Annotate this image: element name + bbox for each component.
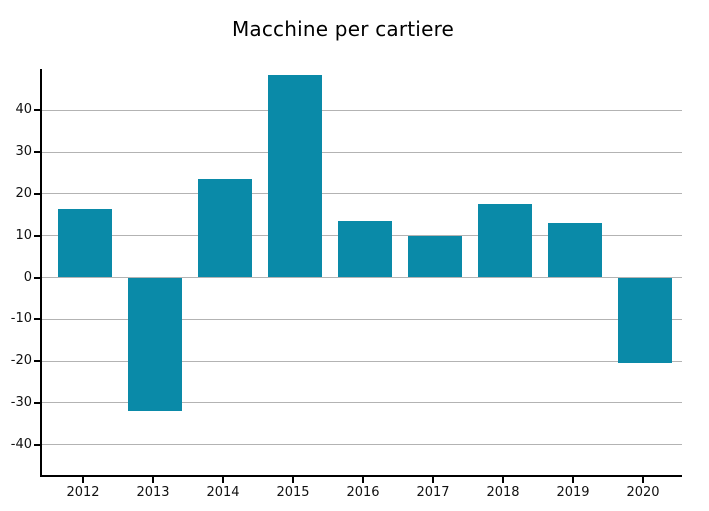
x-tick-label-2015: 2015 xyxy=(276,485,310,500)
y-tick-label--10: -10 xyxy=(10,311,32,327)
y-tick-label--30: -30 xyxy=(10,394,32,410)
x-axis-tick xyxy=(572,477,574,483)
bar-2020 xyxy=(618,277,672,364)
x-tick-label-2013: 2013 xyxy=(136,485,170,500)
y-axis-tick xyxy=(34,276,40,279)
x-axis-tick xyxy=(502,477,504,483)
y-axis-tick xyxy=(34,234,40,237)
gridline-y--10 xyxy=(42,318,682,320)
x-tick-label-2017: 2017 xyxy=(416,485,450,500)
bar-2012 xyxy=(58,208,112,278)
y-tick-label-30: 30 xyxy=(15,144,32,160)
bar-2016 xyxy=(338,221,392,278)
gridline-y--20 xyxy=(42,360,682,362)
bar-2017 xyxy=(408,235,462,278)
x-axis-tick xyxy=(152,477,154,483)
x-axis-tick xyxy=(362,477,364,483)
y-axis-tick xyxy=(34,109,40,112)
y-tick-label-20: 20 xyxy=(15,185,32,201)
gridline-y-40 xyxy=(42,109,682,111)
bar-2015 xyxy=(268,74,322,278)
x-tick-label-2019: 2019 xyxy=(556,485,590,500)
chart-title: Macchine per cartiere xyxy=(231,17,455,41)
gridline-y--40 xyxy=(42,444,682,446)
gridline-y-20 xyxy=(42,193,682,195)
x-tick-label-2020: 2020 xyxy=(626,485,660,500)
bar-2013 xyxy=(128,277,182,412)
y-axis-tick xyxy=(34,401,40,404)
x-axis-tick xyxy=(82,477,84,483)
bar-2018 xyxy=(478,204,532,278)
x-tick-label-2012: 2012 xyxy=(66,485,100,500)
bar-2019 xyxy=(548,223,602,278)
gridline-y--30 xyxy=(42,402,682,404)
x-axis-tick xyxy=(642,477,644,483)
y-tick-label--40: -40 xyxy=(10,436,32,452)
y-tick-label-0: 0 xyxy=(23,269,32,285)
x-tick-label-2014: 2014 xyxy=(206,485,240,500)
y-tick-label-10: 10 xyxy=(15,227,32,243)
y-axis-tick xyxy=(34,151,40,154)
y-tick-label--20: -20 xyxy=(10,353,32,369)
x-axis-tick xyxy=(222,477,224,483)
plot-area xyxy=(40,69,682,477)
x-axis-tick xyxy=(432,477,434,483)
y-axis-tick xyxy=(34,192,40,195)
x-tick-label-2016: 2016 xyxy=(346,485,380,500)
y-axis-tick xyxy=(34,318,40,321)
x-axis-tick xyxy=(292,477,294,483)
y-tick-label-40: 40 xyxy=(15,102,32,118)
gridline-y-30 xyxy=(42,151,682,153)
bar-2014 xyxy=(198,179,252,278)
y-axis-tick xyxy=(34,360,40,363)
x-tick-label-2018: 2018 xyxy=(486,485,520,500)
y-axis-tick xyxy=(34,443,40,446)
gridline-y-0 xyxy=(42,277,682,278)
